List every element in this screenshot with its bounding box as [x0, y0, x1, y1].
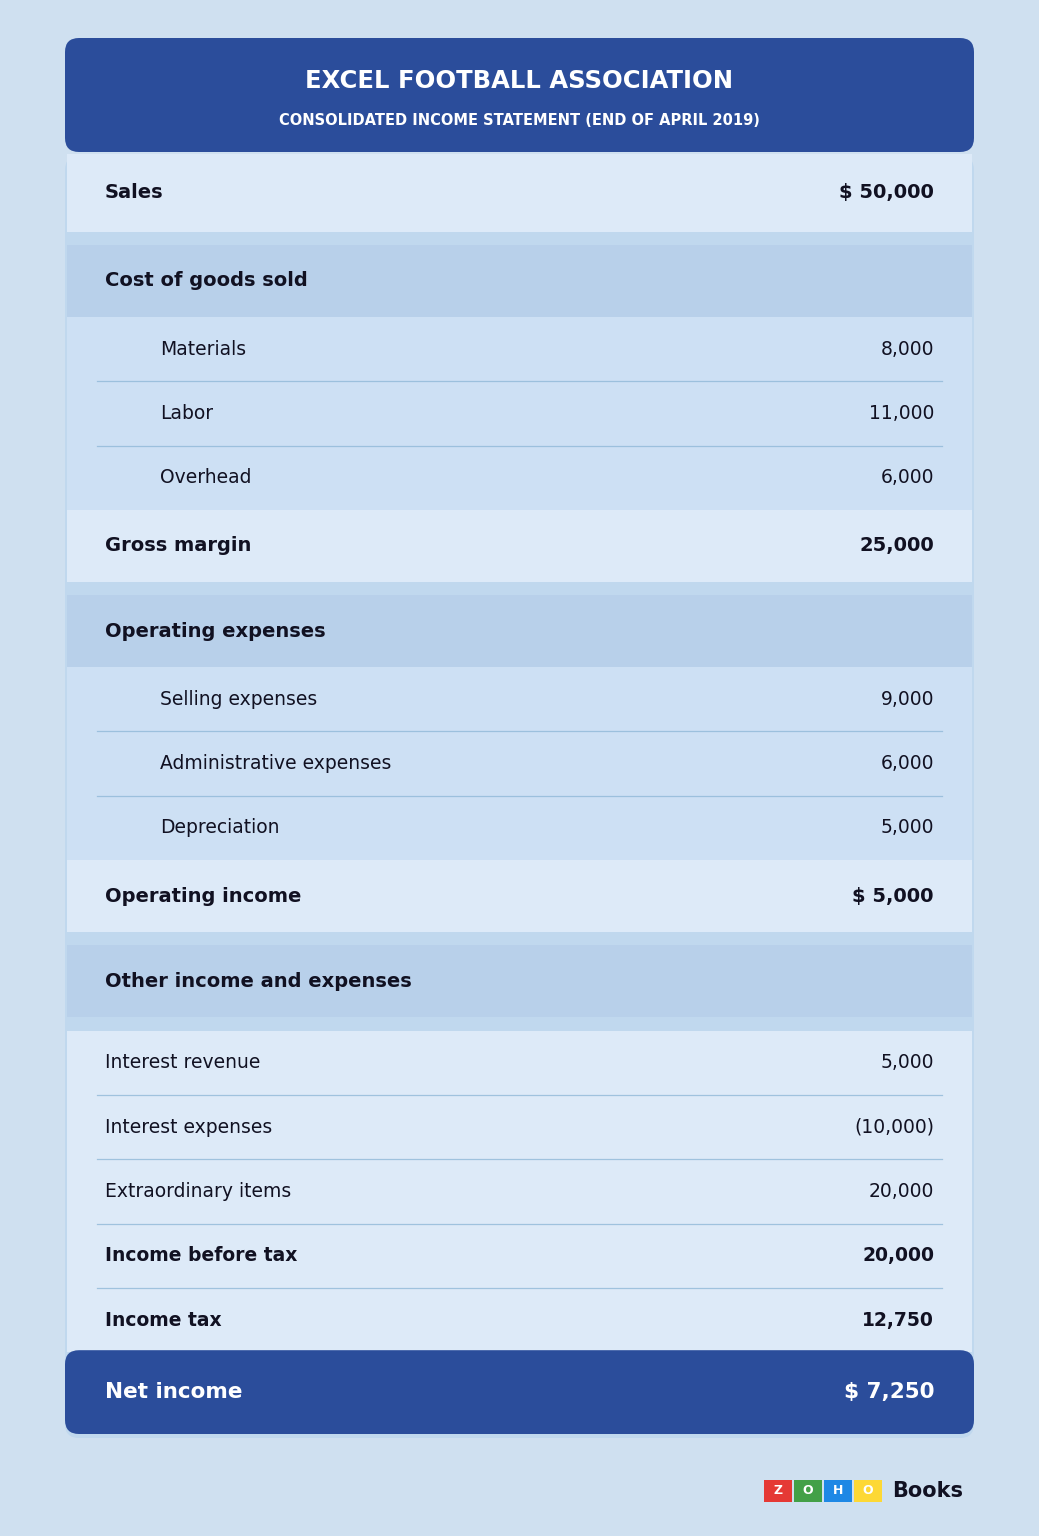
- Bar: [66, 510, 973, 582]
- Text: 6,000: 6,000: [880, 754, 934, 773]
- Bar: [66, 594, 973, 667]
- Bar: [66, 1160, 973, 1224]
- Text: 12,750: 12,750: [862, 1310, 934, 1330]
- Bar: [66, 1095, 973, 1160]
- Text: 9,000: 9,000: [880, 690, 934, 708]
- Text: CONSOLIDATED INCOME STATEMENT (END OF APRIL 2019): CONSOLIDATED INCOME STATEMENT (END OF AP…: [279, 112, 760, 127]
- Text: 8,000: 8,000: [880, 339, 934, 358]
- Bar: [764, 1481, 792, 1502]
- Text: Sales: Sales: [105, 183, 163, 203]
- Text: Interest expenses: Interest expenses: [105, 1118, 272, 1137]
- Bar: [66, 667, 973, 731]
- Text: Selling expenses: Selling expenses: [160, 690, 317, 708]
- Text: (10,000): (10,000): [854, 1118, 934, 1137]
- FancyBboxPatch shape: [65, 157, 974, 1438]
- Text: O: O: [862, 1484, 874, 1498]
- Bar: [66, 796, 973, 860]
- Bar: [66, 1031, 973, 1095]
- Bar: [66, 154, 973, 232]
- Text: 20,000: 20,000: [869, 1183, 934, 1201]
- Text: H: H: [833, 1484, 844, 1498]
- Text: 25,000: 25,000: [859, 536, 934, 556]
- Bar: [66, 244, 973, 316]
- Bar: [66, 1224, 973, 1287]
- Bar: [66, 945, 973, 1017]
- Text: Operating expenses: Operating expenses: [105, 622, 325, 641]
- Text: Other income and expenses: Other income and expenses: [105, 972, 411, 991]
- Text: Materials: Materials: [160, 339, 246, 358]
- Text: $ 50,000: $ 50,000: [840, 183, 934, 203]
- Bar: [66, 860, 973, 932]
- Text: Labor: Labor: [160, 404, 213, 422]
- Text: 6,000: 6,000: [880, 468, 934, 487]
- Bar: [66, 445, 973, 510]
- Text: EXCEL FOOTBALL ASSOCIATION: EXCEL FOOTBALL ASSOCIATION: [305, 69, 734, 92]
- Bar: [854, 1481, 882, 1502]
- Text: Extraordinary items: Extraordinary items: [105, 1183, 291, 1201]
- Bar: [66, 1287, 973, 1352]
- Text: Interest revenue: Interest revenue: [105, 1054, 261, 1072]
- Text: Depreciation: Depreciation: [160, 819, 279, 837]
- Text: Books: Books: [893, 1481, 963, 1501]
- Text: Income before tax: Income before tax: [105, 1246, 297, 1266]
- Text: $ 5,000: $ 5,000: [853, 886, 934, 906]
- Bar: [66, 381, 973, 445]
- Text: Net income: Net income: [105, 1382, 242, 1402]
- Text: Cost of goods sold: Cost of goods sold: [105, 272, 308, 290]
- Text: O: O: [803, 1484, 814, 1498]
- FancyBboxPatch shape: [65, 38, 974, 152]
- Bar: [824, 1481, 852, 1502]
- Bar: [794, 1481, 822, 1502]
- Text: Gross margin: Gross margin: [105, 536, 251, 556]
- Text: 20,000: 20,000: [862, 1246, 934, 1266]
- Text: $ 7,250: $ 7,250: [844, 1382, 934, 1402]
- Bar: [66, 731, 973, 796]
- Text: 11,000: 11,000: [869, 404, 934, 422]
- Text: Overhead: Overhead: [160, 468, 251, 487]
- Bar: [66, 316, 973, 381]
- FancyBboxPatch shape: [65, 1350, 974, 1435]
- Text: 5,000: 5,000: [880, 1054, 934, 1072]
- Text: Income tax: Income tax: [105, 1310, 221, 1330]
- Text: Administrative expenses: Administrative expenses: [160, 754, 392, 773]
- Text: 5,000: 5,000: [880, 819, 934, 837]
- Text: Operating income: Operating income: [105, 886, 301, 906]
- Text: Z: Z: [773, 1484, 782, 1498]
